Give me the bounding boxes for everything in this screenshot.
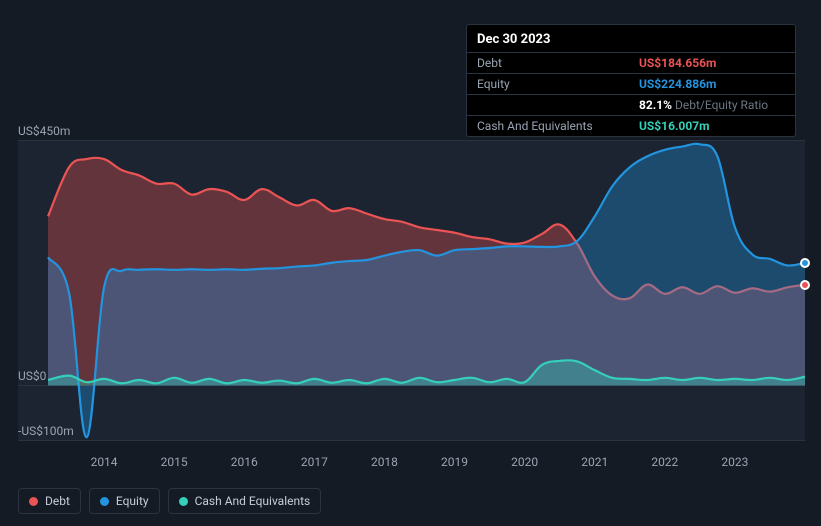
tooltip-value: 82.1% Debt/Equity Ratio xyxy=(639,98,768,112)
tooltip-label: Debt xyxy=(477,56,627,70)
legend: Debt Equity Cash And Equivalents xyxy=(18,488,321,514)
legend-item-equity[interactable]: Equity xyxy=(89,488,160,514)
tooltip-date: Dec 30 2023 xyxy=(467,25,795,52)
legend-dot-icon xyxy=(29,497,38,506)
debt-marker xyxy=(800,280,810,290)
legend-label: Cash And Equivalents xyxy=(195,494,311,508)
tooltip-value: US$184.656m xyxy=(639,56,716,70)
tooltip-row-equity: Equity US$224.886m xyxy=(467,73,795,94)
legend-item-cash[interactable]: Cash And Equivalents xyxy=(168,488,322,514)
legend-label: Equity xyxy=(116,494,149,508)
tooltip-value: US$16.007m xyxy=(639,119,709,133)
tooltip-label xyxy=(477,98,627,112)
tooltip-row-debt: Debt US$184.656m xyxy=(467,52,795,73)
tooltip-label: Equity xyxy=(477,77,627,91)
tooltip-row-cash: Cash And Equivalents US$16.007m xyxy=(467,115,795,136)
legend-dot-icon xyxy=(100,497,109,506)
tooltip-value: US$224.886m xyxy=(639,77,716,91)
tooltip-row-ratio: 82.1% Debt/Equity Ratio xyxy=(467,94,795,115)
equity-marker xyxy=(800,258,810,268)
hover-tooltip: Dec 30 2023 Debt US$184.656m Equity US$224.8… xyxy=(466,24,796,137)
tooltip-label: Cash And Equivalents xyxy=(477,119,627,133)
legend-item-debt[interactable]: Debt xyxy=(18,488,81,514)
legend-label: Debt xyxy=(45,494,70,508)
legend-dot-icon xyxy=(179,497,188,506)
